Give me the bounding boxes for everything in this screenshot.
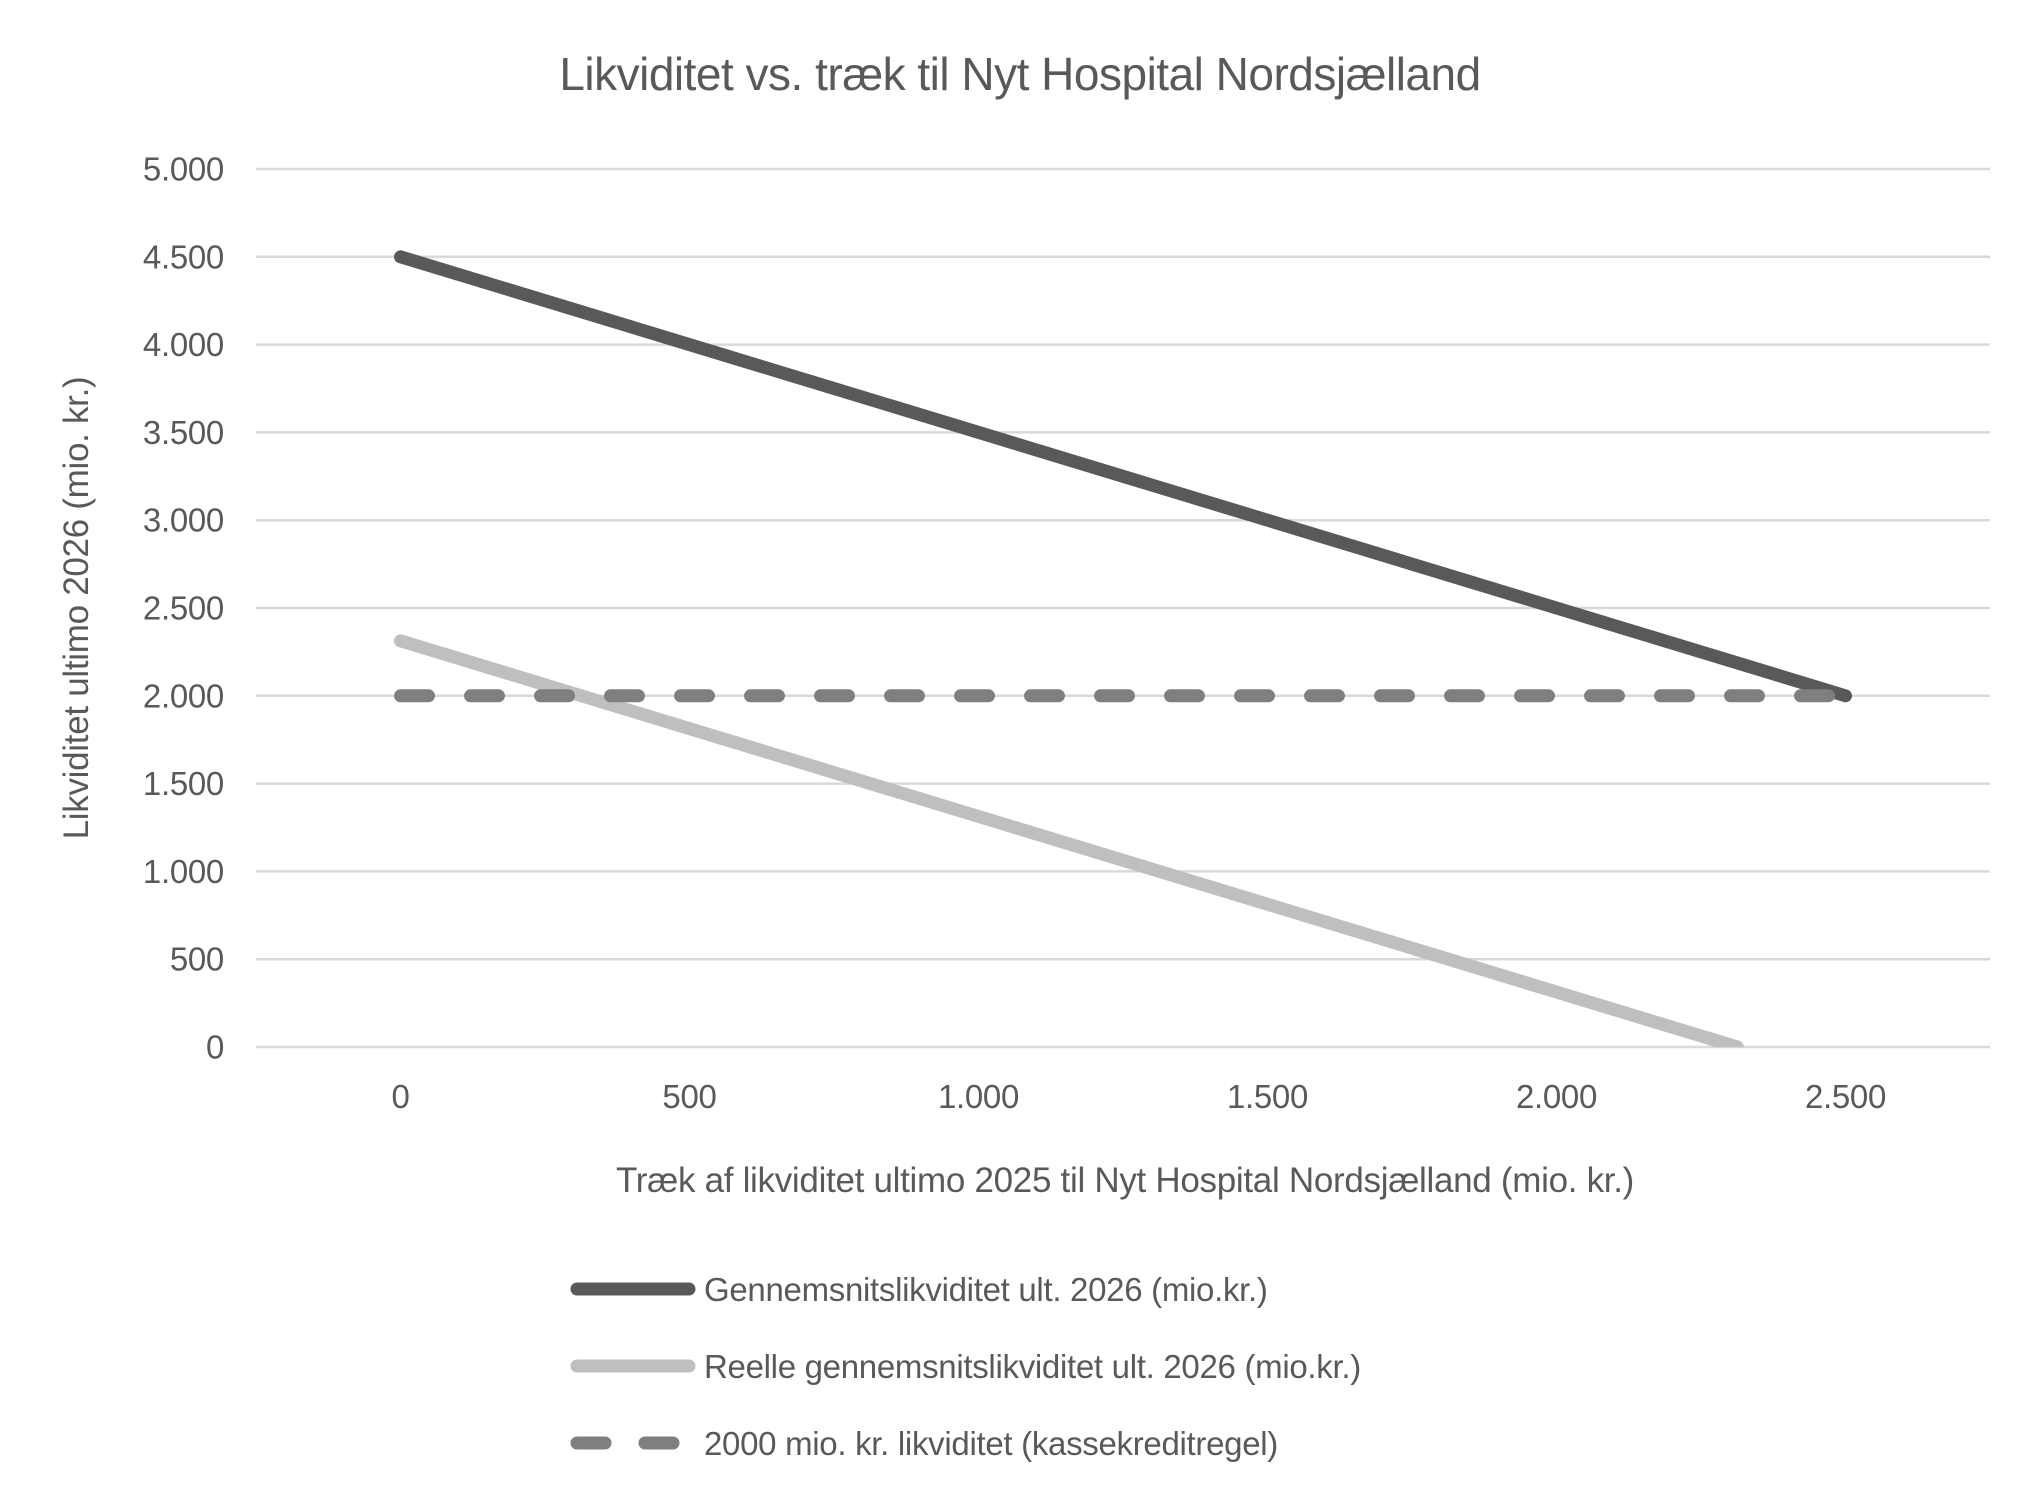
series-line-0: [394, 250, 1852, 703]
y-tick-label: 3.500: [143, 414, 224, 451]
x-tick-label: 2.500: [1805, 1078, 1886, 1115]
series-lines: [394, 250, 1852, 1047]
y-tick-label: 1.000: [143, 853, 224, 890]
y-tick-label: 5.000: [143, 151, 224, 188]
y-tick-label: 3.000: [143, 502, 224, 539]
chart-title: Likviditet vs. træk til Nyt Hospital Nor…: [559, 48, 1480, 100]
x-axis-tick-labels: 0 500 1.000 1.500 2.000 2.500: [391, 1078, 1886, 1115]
legend-label-gennemsnitslikviditet: Gennemsnitslikviditet ult. 2026 (mio.kr.…: [704, 1271, 1268, 1308]
x-tick-label: 1.000: [938, 1078, 1019, 1115]
y-tick-label: 0: [206, 1029, 224, 1066]
legend-label-kassekreditregel: 2000 mio. kr. likviditet (kassekreditreg…: [704, 1425, 1278, 1462]
x-axis-title: Træk af likviditet ultimo 2025 til Nyt H…: [616, 1161, 1634, 1200]
y-tick-label: 2.000: [143, 677, 224, 714]
y-tick-label: 500: [170, 941, 224, 978]
legend-label-reelle-gennemsnitslikviditet: Reelle gennemsnitslikviditet ult. 2026 (…: [704, 1348, 1361, 1385]
legend: Gennemsnitslikviditet ult. 2026 (mio.kr.…: [570, 1271, 1361, 1462]
y-tick-label: 4.500: [143, 238, 224, 275]
x-tick-label: 0: [391, 1078, 409, 1115]
gridlines: [256, 167, 1990, 1049]
y-tick-label: 4.000: [143, 326, 224, 363]
y-axis-tick-labels: 0 500 1.000 1.500 2.000 2.500 3.000 3.500 4.000 4…: [143, 151, 224, 1066]
series-line-1: [394, 634, 1744, 1047]
y-tick-label: 2.500: [143, 590, 224, 627]
x-tick-label: 500: [662, 1078, 716, 1115]
x-tick-label: 1.500: [1227, 1078, 1308, 1115]
y-tick-label: 1.500: [143, 765, 224, 802]
y-axis-title: Likviditet ultimo 2026 (mio. kr.): [57, 377, 96, 840]
x-tick-label: 2.000: [1516, 1078, 1597, 1115]
